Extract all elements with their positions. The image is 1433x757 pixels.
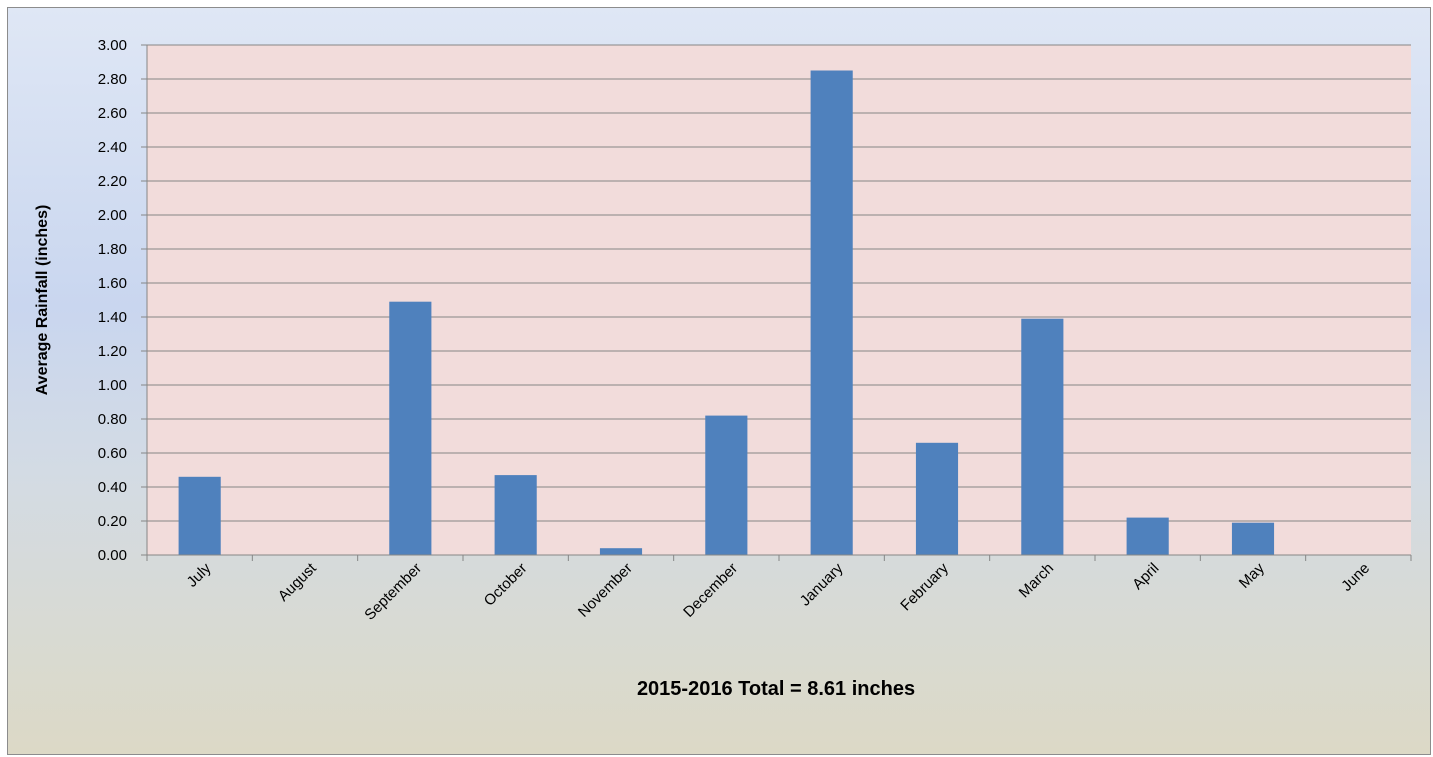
y-tick-label: 2.00: [98, 207, 127, 224]
bar-july: [178, 476, 221, 555]
axes: [146, 45, 1412, 561]
x-tick-label: September: [361, 560, 425, 624]
y-tick-label: 2.60: [98, 105, 127, 122]
y-tick-label: 0.00: [98, 547, 127, 564]
bar-february: [915, 442, 959, 555]
y-tick-labels: 0.00 0.20 0.40 0.60 0.80 1.00 1.20 1.40 1.60 1.80…: [98, 37, 127, 564]
x-axis-title: 2015-2016 Total = 8.61 inches: [637, 678, 915, 700]
y-tick-label: 0.80: [98, 411, 127, 428]
bar-april: [1126, 517, 1169, 555]
x-tick-label: June: [1338, 560, 1373, 595]
x-tick-label: February: [897, 559, 952, 614]
y-tick-label: 0.20: [98, 513, 127, 530]
x-tick-label: August: [275, 559, 321, 605]
bar-october: [494, 475, 537, 555]
bar-may: [1231, 522, 1275, 555]
x-tick-label: April: [1129, 560, 1162, 593]
x-tick-label: January: [797, 559, 847, 609]
y-tick-label: 0.40: [98, 479, 127, 496]
x-tick-label: May: [1236, 559, 1268, 591]
bar-january: [810, 70, 853, 555]
y-tick-label: 2.80: [98, 71, 127, 88]
x-tick-label: October: [481, 560, 531, 610]
y-axis-title: Average Rainfall (inches): [34, 205, 51, 396]
bar-march: [1021, 318, 1064, 555]
y-tick-label: 1.00: [98, 377, 127, 394]
gridlines: [141, 44, 1411, 556]
y-tick-label: 1.80: [98, 241, 127, 258]
y-tick-label: 3.00: [98, 37, 127, 54]
x-tick-label: December: [680, 560, 741, 621]
y-tick-label: 1.40: [98, 309, 127, 326]
x-tick-label: March: [1016, 560, 1057, 601]
bar-september: [389, 301, 432, 555]
x-tick-label: November: [575, 560, 636, 621]
y-tick-label: 2.20: [98, 173, 127, 190]
y-tick-label: 1.20: [98, 343, 127, 360]
bars: [178, 70, 1275, 555]
x-tick-labels: July August September October November Decemb…: [184, 559, 1374, 623]
x-tick-label: July: [184, 559, 215, 590]
y-tick-label: 0.60: [98, 445, 127, 462]
plot-area: [147, 45, 1411, 555]
y-tick-label: 1.60: [98, 275, 127, 292]
bar-december: [705, 415, 748, 555]
bar-november: [599, 548, 643, 555]
y-tick-label: 2.40: [98, 139, 127, 156]
